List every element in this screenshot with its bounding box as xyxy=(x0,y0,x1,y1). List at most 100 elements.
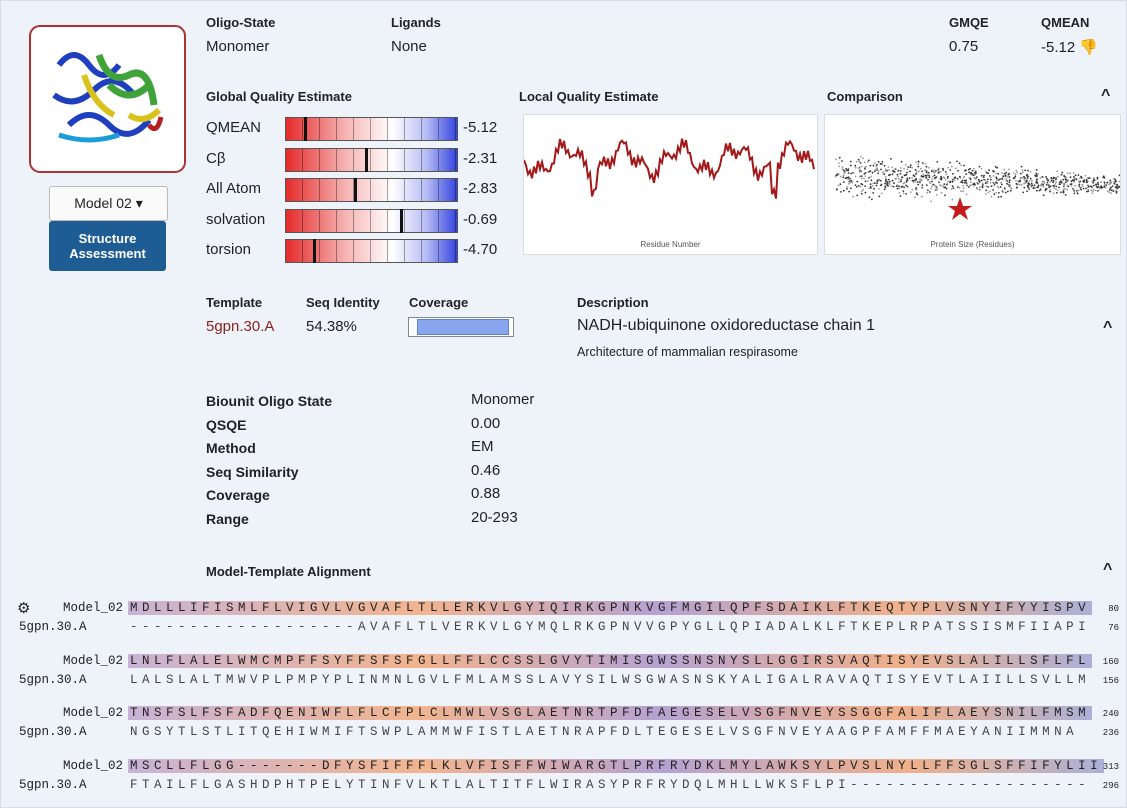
reference-point xyxy=(858,160,860,162)
reference-point xyxy=(982,184,984,186)
structure-assessment-button[interactable]: Structure Assessment xyxy=(49,221,166,271)
reference-point xyxy=(877,173,879,175)
reference-point xyxy=(951,188,953,190)
quality-bar xyxy=(285,117,458,141)
reference-point xyxy=(893,182,895,184)
reference-point xyxy=(870,176,872,178)
reference-point xyxy=(934,189,936,191)
reference-point xyxy=(970,181,972,183)
reference-point xyxy=(905,185,907,187)
reference-point xyxy=(865,180,867,182)
reference-point xyxy=(847,168,849,170)
reference-point xyxy=(894,168,896,170)
reference-point xyxy=(1073,190,1075,192)
model-end: 313 xyxy=(1089,762,1119,772)
reference-point xyxy=(884,186,886,188)
reference-point xyxy=(1060,179,1062,181)
collapse-toggle[interactable]: ^ xyxy=(1103,561,1112,579)
reference-point xyxy=(1103,175,1105,177)
reference-point xyxy=(901,186,903,188)
reference-point xyxy=(1095,189,1097,191)
reference-point xyxy=(918,170,920,172)
reference-point xyxy=(1010,187,1012,189)
reference-point xyxy=(905,164,907,166)
reference-point xyxy=(864,173,866,175)
reference-point xyxy=(936,194,938,196)
reference-point xyxy=(1078,190,1080,192)
reference-point xyxy=(1055,177,1057,179)
reference-point xyxy=(1043,194,1045,196)
reference-point xyxy=(1097,190,1099,192)
reference-point xyxy=(1008,173,1010,175)
reference-point xyxy=(888,179,890,181)
reference-point xyxy=(1009,179,1011,181)
model-thumbnail[interactable] xyxy=(29,25,186,173)
reference-point xyxy=(849,178,851,180)
reference-point xyxy=(1059,181,1061,183)
reference-point xyxy=(843,190,845,192)
reference-point xyxy=(876,185,878,187)
template-sequence: LALSLALTMWVPLPMPYPLINMNLGVLFMLAMSSLAVYSI… xyxy=(128,673,1092,687)
reference-point xyxy=(885,180,887,182)
reference-point xyxy=(911,189,913,191)
reference-point xyxy=(1093,189,1095,191)
reference-point xyxy=(1020,177,1022,179)
reference-point xyxy=(917,163,919,165)
reference-point xyxy=(1037,173,1039,175)
reference-point xyxy=(838,185,840,187)
reference-point xyxy=(1112,185,1114,187)
reference-point xyxy=(1000,182,1002,184)
reference-point xyxy=(904,175,906,177)
reference-point xyxy=(1016,183,1018,185)
reference-point xyxy=(1109,180,1111,182)
reference-point xyxy=(843,181,845,183)
template-end: 76 xyxy=(1089,623,1119,633)
reference-point xyxy=(856,181,858,183)
collapse-toggle[interactable]: ^ xyxy=(1103,319,1112,337)
section-title: Global Quality Estimate xyxy=(206,89,352,104)
reference-point xyxy=(1105,187,1107,189)
reference-point xyxy=(907,169,909,171)
reference-point xyxy=(1052,181,1054,183)
reference-point xyxy=(1047,182,1049,184)
model-dropdown[interactable]: Model 02 ▾ xyxy=(49,186,168,221)
reference-point xyxy=(1043,181,1045,183)
settings-gear[interactable]: ⚙ xyxy=(17,599,30,617)
reference-point xyxy=(1045,189,1047,191)
reference-point xyxy=(981,180,983,182)
reference-point xyxy=(901,161,903,163)
biounit-label: Coverage xyxy=(206,487,270,503)
reference-point xyxy=(947,167,949,169)
reference-point xyxy=(1007,191,1009,193)
reference-point xyxy=(842,166,844,168)
comparison-plot: Protein Size (Residues) xyxy=(824,114,1121,255)
reference-point xyxy=(946,188,948,190)
reference-point xyxy=(836,174,838,176)
model-end: 80 xyxy=(1089,604,1119,614)
reference-point xyxy=(1087,189,1089,191)
reference-point xyxy=(1079,184,1081,186)
reference-point xyxy=(1039,190,1041,192)
model-name: Model_02 xyxy=(63,654,123,668)
reference-point xyxy=(1052,178,1054,180)
reference-point xyxy=(991,196,993,198)
label: Description xyxy=(577,295,649,310)
reference-point xyxy=(1040,188,1042,190)
reference-point xyxy=(934,185,936,187)
template-link[interactable]: 5gpn.30.A xyxy=(206,318,274,335)
reference-point xyxy=(906,181,908,183)
reference-point xyxy=(889,174,891,176)
reference-point xyxy=(1116,184,1118,186)
reference-point xyxy=(902,190,904,192)
reference-point xyxy=(1104,185,1106,187)
reference-point xyxy=(1026,181,1028,183)
reference-point xyxy=(860,186,862,188)
reference-point xyxy=(1072,188,1074,190)
biounit-value: 20-293 xyxy=(471,509,518,526)
reference-point xyxy=(1074,185,1076,187)
reference-point xyxy=(1092,190,1094,192)
quality-bar xyxy=(285,148,458,172)
collapse-toggle[interactable]: ^ xyxy=(1101,87,1110,105)
reference-point xyxy=(1087,184,1089,186)
axis-label: Residue Number xyxy=(524,240,817,249)
